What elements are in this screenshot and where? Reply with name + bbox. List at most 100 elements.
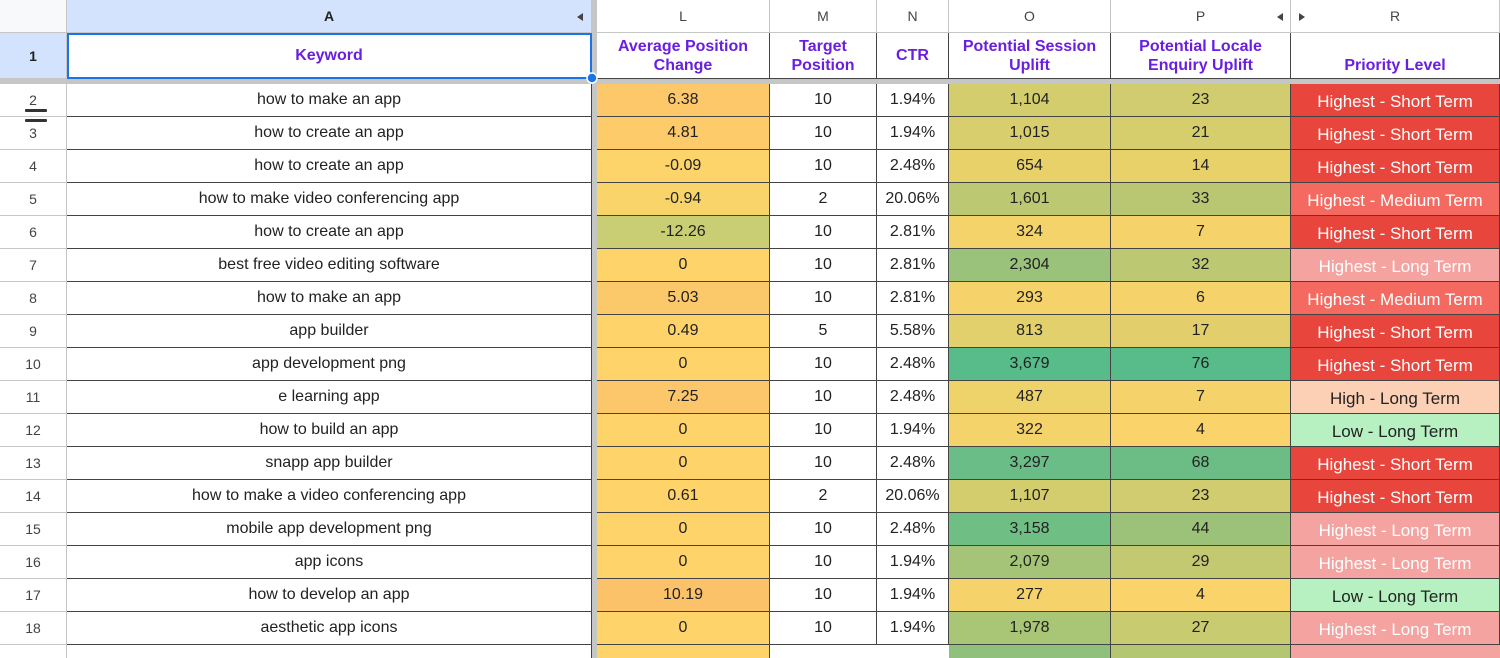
data-cell[interactable]: 10 xyxy=(770,348,877,381)
data-cell[interactable]: 6.38 xyxy=(597,84,770,117)
data-cell[interactable]: 2.48% xyxy=(877,150,949,183)
data-cell[interactable]: 324 xyxy=(949,216,1111,249)
data-cell[interactable]: 10 xyxy=(770,447,877,480)
data-cell[interactable]: 1,104 xyxy=(949,84,1111,117)
keyword-cell[interactable]: snapp app builder xyxy=(67,447,592,480)
data-cell[interactable]: 2.48% xyxy=(877,381,949,414)
data-cell[interactable]: 2 xyxy=(770,183,877,216)
keyword-cell[interactable]: mobile app development png xyxy=(67,513,592,546)
row-header[interactable]: 8 xyxy=(0,282,67,315)
column-header[interactable]: R xyxy=(1291,0,1500,33)
data-cell[interactable]: 7.25 xyxy=(597,381,770,414)
data-cell[interactable]: 33 xyxy=(1111,183,1291,216)
header-cell[interactable]: Target Position xyxy=(770,33,877,79)
keyword-cell[interactable]: how to create an app xyxy=(67,216,592,249)
data-cell[interactable]: 23 xyxy=(1111,480,1291,513)
data-cell[interactable]: 1.94% xyxy=(877,414,949,447)
data-cell[interactable]: 10 xyxy=(770,546,877,579)
data-cell[interactable]: 2,079 xyxy=(949,546,1111,579)
data-cell[interactable]: 29 xyxy=(1111,546,1291,579)
data-cell[interactable]: 7 xyxy=(1111,381,1291,414)
row-header[interactable]: 2 xyxy=(0,84,67,117)
data-cell[interactable]: Highest - Medium Term xyxy=(1291,183,1500,216)
data-cell[interactable]: Highest - Short Term xyxy=(1291,447,1500,480)
data-cell[interactable]: 0 xyxy=(597,348,770,381)
row-header[interactable]: 17 xyxy=(0,579,67,612)
data-cell[interactable]: 1,015 xyxy=(949,117,1111,150)
row-header[interactable]: 3 xyxy=(0,117,67,150)
row-header[interactable]: 15 xyxy=(0,513,67,546)
data-cell[interactable]: 277 xyxy=(949,579,1111,612)
data-cell[interactable]: 2.48% xyxy=(877,348,949,381)
data-cell[interactable]: High - Long Term xyxy=(1291,381,1500,414)
data-cell[interactable]: 1.94% xyxy=(877,117,949,150)
header-cell[interactable]: Keyword xyxy=(67,33,592,79)
keyword-cell[interactable]: how to make an app xyxy=(67,84,592,117)
column-header[interactable]: A xyxy=(67,0,592,33)
data-cell[interactable]: 2,304 xyxy=(949,249,1111,282)
data-cell[interactable]: 4 xyxy=(1111,414,1291,447)
data-cell[interactable]: Highest - Short Term xyxy=(1291,348,1500,381)
keyword-cell[interactable]: app development png xyxy=(67,348,592,381)
data-cell[interactable]: 21 xyxy=(1111,117,1291,150)
column-header[interactable]: P xyxy=(1111,0,1291,33)
data-cell[interactable]: 5 xyxy=(770,315,877,348)
keyword-cell[interactable]: how to make a video conferencing app xyxy=(67,480,592,513)
row-header[interactable]: 12 xyxy=(0,414,67,447)
data-cell[interactable]: 0 xyxy=(597,414,770,447)
data-cell[interactable]: Highest - Long Term xyxy=(1291,612,1500,645)
row-header[interactable]: 13 xyxy=(0,447,67,480)
data-cell[interactable]: 0 xyxy=(597,546,770,579)
data-cell[interactable]: -0.94 xyxy=(597,183,770,216)
data-cell[interactable]: 3,679 xyxy=(949,348,1111,381)
data-cell[interactable]: 10 xyxy=(770,414,877,447)
data-cell[interactable]: Highest - Short Term xyxy=(1291,315,1500,348)
data-cell[interactable]: 7 xyxy=(1111,216,1291,249)
data-cell[interactable]: 2 xyxy=(770,480,877,513)
keyword-cell[interactable]: best free video editing software xyxy=(67,249,592,282)
data-cell[interactable]: 5.03 xyxy=(597,282,770,315)
data-cell[interactable]: 23 xyxy=(1111,84,1291,117)
column-header[interactable]: L xyxy=(597,0,770,33)
data-cell[interactable]: 4.81 xyxy=(597,117,770,150)
data-cell[interactable]: 10 xyxy=(770,513,877,546)
data-cell[interactable]: 3,297 xyxy=(949,447,1111,480)
data-cell[interactable]: Highest - Long Term xyxy=(1291,513,1500,546)
data-cell[interactable]: -0.09 xyxy=(597,150,770,183)
data-cell[interactable]: 10 xyxy=(770,150,877,183)
data-cell[interactable]: 10 xyxy=(770,216,877,249)
data-cell[interactable]: 10 xyxy=(770,249,877,282)
data-cell[interactable]: 2.81% xyxy=(877,249,949,282)
data-cell[interactable]: 2.48% xyxy=(877,447,949,480)
data-cell[interactable]: 76 xyxy=(1111,348,1291,381)
data-cell[interactable]: Highest - Short Term xyxy=(1291,216,1500,249)
data-cell[interactable]: 0 xyxy=(597,249,770,282)
data-cell[interactable]: 27 xyxy=(1111,612,1291,645)
data-cell[interactable]: 0 xyxy=(597,447,770,480)
data-cell[interactable]: 2.48% xyxy=(877,513,949,546)
data-cell[interactable]: 20.06% xyxy=(877,480,949,513)
data-cell[interactable]: 6 xyxy=(1111,282,1291,315)
keyword-cell[interactable]: how to create an app xyxy=(67,150,592,183)
keyword-cell[interactable]: how to make video conferencing app xyxy=(67,183,592,216)
keyword-cell[interactable]: how to build an app xyxy=(67,414,592,447)
header-cell[interactable]: Potential Locale Enquiry Uplift xyxy=(1111,33,1291,79)
data-cell[interactable]: -12.26 xyxy=(597,216,770,249)
data-cell[interactable]: 322 xyxy=(949,414,1111,447)
data-cell[interactable]: 3,158 xyxy=(949,513,1111,546)
data-cell[interactable]: Highest - Short Term xyxy=(1291,150,1500,183)
data-cell[interactable]: 5.58% xyxy=(877,315,949,348)
row-header[interactable]: 14 xyxy=(0,480,67,513)
data-cell[interactable]: 10 xyxy=(770,84,877,117)
data-cell[interactable]: 1.94% xyxy=(877,579,949,612)
column-header[interactable]: O xyxy=(949,0,1111,33)
row-header[interactable]: 11 xyxy=(0,381,67,414)
keyword-cell[interactable]: aesthetic app icons xyxy=(67,612,592,645)
row-header[interactable]: 9 xyxy=(0,315,67,348)
data-cell[interactable]: 10 xyxy=(770,579,877,612)
data-cell[interactable]: 10.19 xyxy=(597,579,770,612)
data-cell[interactable]: 44 xyxy=(1111,513,1291,546)
keyword-cell[interactable]: e learning app xyxy=(67,381,592,414)
data-cell[interactable]: 0.61 xyxy=(597,480,770,513)
row-header[interactable]: 16 xyxy=(0,546,67,579)
